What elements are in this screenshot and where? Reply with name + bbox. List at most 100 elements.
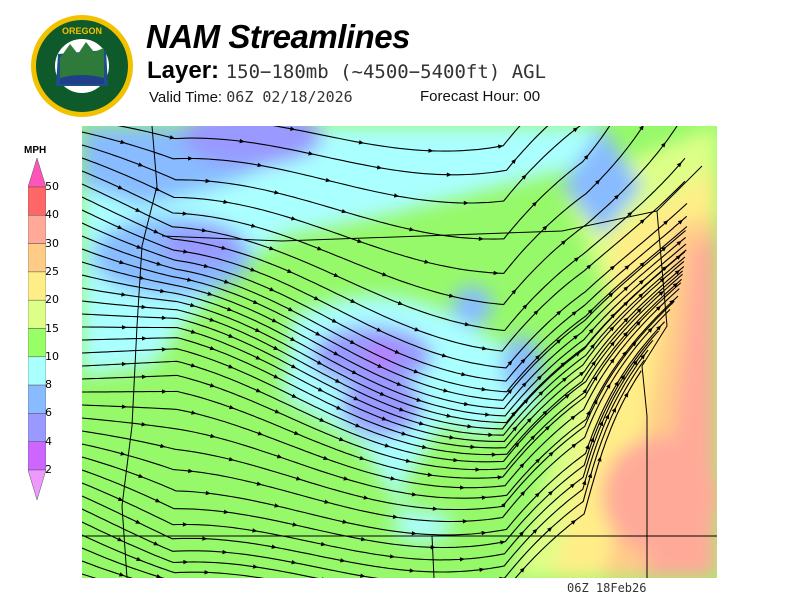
streamline-arrowhead bbox=[448, 293, 455, 298]
streamline-arrowhead bbox=[273, 374, 279, 379]
streamline-arrowhead bbox=[227, 306, 233, 312]
streamline-arrowhead bbox=[257, 162, 263, 168]
streamline-arrowhead bbox=[188, 156, 194, 161]
streamline-arrowhead bbox=[590, 436, 595, 443]
streamline-arrowhead bbox=[481, 346, 488, 351]
streamline-arrowhead bbox=[137, 162, 144, 167]
streamline-arrowhead bbox=[411, 492, 418, 497]
streamline-arrowhead bbox=[239, 138, 245, 144]
streamline-arrowhead bbox=[355, 423, 361, 428]
streamline-arrowhead bbox=[481, 386, 487, 392]
streamline-arrowhead bbox=[153, 229, 159, 234]
streamline-arrowhead bbox=[221, 245, 227, 250]
streamline-arrowhead bbox=[519, 567, 525, 573]
streamline-arrowhead bbox=[573, 334, 579, 340]
streamline-arrowhead bbox=[531, 201, 538, 207]
streamline-arrowhead bbox=[591, 360, 596, 366]
svg-text:OREGON: OREGON bbox=[62, 26, 102, 36]
streamline-arrowhead bbox=[169, 135, 175, 140]
streamline-arrowhead bbox=[623, 392, 629, 398]
streamline-arrowhead bbox=[308, 151, 314, 156]
streamline-arrowhead bbox=[470, 444, 476, 450]
streamline-arrowhead bbox=[571, 443, 577, 449]
streamline-arrowhead bbox=[268, 246, 275, 251]
streamline-arrowhead bbox=[161, 315, 167, 320]
streamline-arrowhead bbox=[606, 383, 611, 389]
streamline-arrowhead bbox=[532, 528, 538, 534]
streamline-arrowhead bbox=[535, 458, 541, 464]
streamline-arrowhead bbox=[360, 536, 367, 542]
legend-swatch bbox=[28, 441, 46, 471]
streamline-arrowhead bbox=[614, 380, 619, 387]
streamline-arrowhead bbox=[252, 528, 258, 533]
streamline-arrowhead bbox=[560, 361, 566, 367]
streamline-arrowhead bbox=[188, 468, 194, 474]
streamline-arrowhead bbox=[117, 185, 124, 190]
streamline-arrowhead bbox=[135, 519, 141, 524]
streamline-arrowhead bbox=[340, 558, 346, 563]
streamline-arrowhead bbox=[605, 413, 610, 420]
streamline-arrowhead bbox=[624, 264, 630, 270]
streamline-arrowhead bbox=[117, 537, 123, 542]
streamline-arrowhead bbox=[223, 279, 230, 284]
streamline-arrowhead bbox=[141, 304, 147, 310]
streamline-arrowhead bbox=[663, 220, 669, 226]
streamline-arrowhead bbox=[338, 437, 345, 442]
legend-unit: MPH bbox=[24, 145, 47, 156]
streamline bbox=[82, 321, 666, 536]
streamline-arrowhead bbox=[631, 341, 637, 347]
streamline-arrowhead bbox=[609, 265, 616, 271]
streamline-arrowhead bbox=[658, 290, 664, 296]
legend-label: 8 bbox=[45, 378, 52, 392]
streamline-arrowhead bbox=[640, 353, 646, 360]
streamline-arrowhead bbox=[656, 325, 662, 331]
streamline-arrowhead bbox=[291, 560, 297, 565]
state-boundaries bbox=[82, 126, 717, 578]
streamline-arrowhead bbox=[462, 519, 468, 524]
legend-label: 10 bbox=[45, 349, 59, 363]
streamline bbox=[82, 126, 611, 240]
streamline-arrowhead bbox=[427, 472, 433, 477]
legend-bottom-arrow bbox=[28, 469, 46, 500]
streamline-arrowhead bbox=[582, 479, 587, 486]
streamline-arrowhead bbox=[519, 530, 525, 537]
streamline-arrowhead bbox=[459, 557, 465, 562]
streamline bbox=[82, 288, 680, 489]
streamline-arrowhead bbox=[342, 519, 348, 524]
streamline bbox=[82, 330, 660, 549]
streamline-arrowhead bbox=[586, 264, 592, 270]
streamline bbox=[82, 180, 686, 352]
streamline-arrowhead bbox=[590, 343, 595, 349]
streamline-arrowhead bbox=[155, 498, 161, 503]
streamline-arrowhead bbox=[512, 426, 518, 432]
streamline-arrowhead bbox=[478, 236, 484, 241]
streamline-arrowhead bbox=[638, 293, 644, 299]
legend-swatch bbox=[28, 384, 46, 414]
streamline-arrowhead bbox=[614, 194, 620, 200]
streamline-arrowhead bbox=[210, 433, 216, 439]
streamline-arrowhead bbox=[623, 286, 629, 292]
forecast-hour-label: Forecast Hour: bbox=[420, 88, 520, 105]
streamline-arrowhead bbox=[389, 554, 396, 559]
streamline-arrowhead bbox=[252, 299, 259, 304]
streamline-arrowhead bbox=[464, 322, 471, 327]
streamline-arrowhead bbox=[416, 397, 422, 402]
streamline-arrowhead bbox=[623, 317, 629, 323]
streamline bbox=[82, 534, 265, 578]
streamline-arrowhead bbox=[379, 391, 386, 396]
streamline-arrowhead bbox=[544, 425, 551, 431]
streamline-arrowhead bbox=[331, 318, 338, 323]
streamline-arrowhead bbox=[564, 393, 570, 399]
streamline-arrowhead bbox=[187, 277, 193, 282]
streamline-arrowhead bbox=[497, 144, 504, 149]
streamline-arrowhead bbox=[205, 490, 211, 496]
streamline-arrowhead bbox=[141, 422, 147, 427]
streamline-arrowhead bbox=[396, 381, 403, 386]
streamline-arrowhead bbox=[183, 249, 189, 254]
streamline-arrowhead bbox=[401, 431, 407, 436]
streamline-arrowhead bbox=[588, 328, 594, 334]
streamline-map bbox=[82, 126, 717, 578]
streamline-arrowhead bbox=[273, 345, 279, 351]
streamline-arrowhead bbox=[141, 336, 147, 341]
streamline bbox=[82, 270, 683, 456]
